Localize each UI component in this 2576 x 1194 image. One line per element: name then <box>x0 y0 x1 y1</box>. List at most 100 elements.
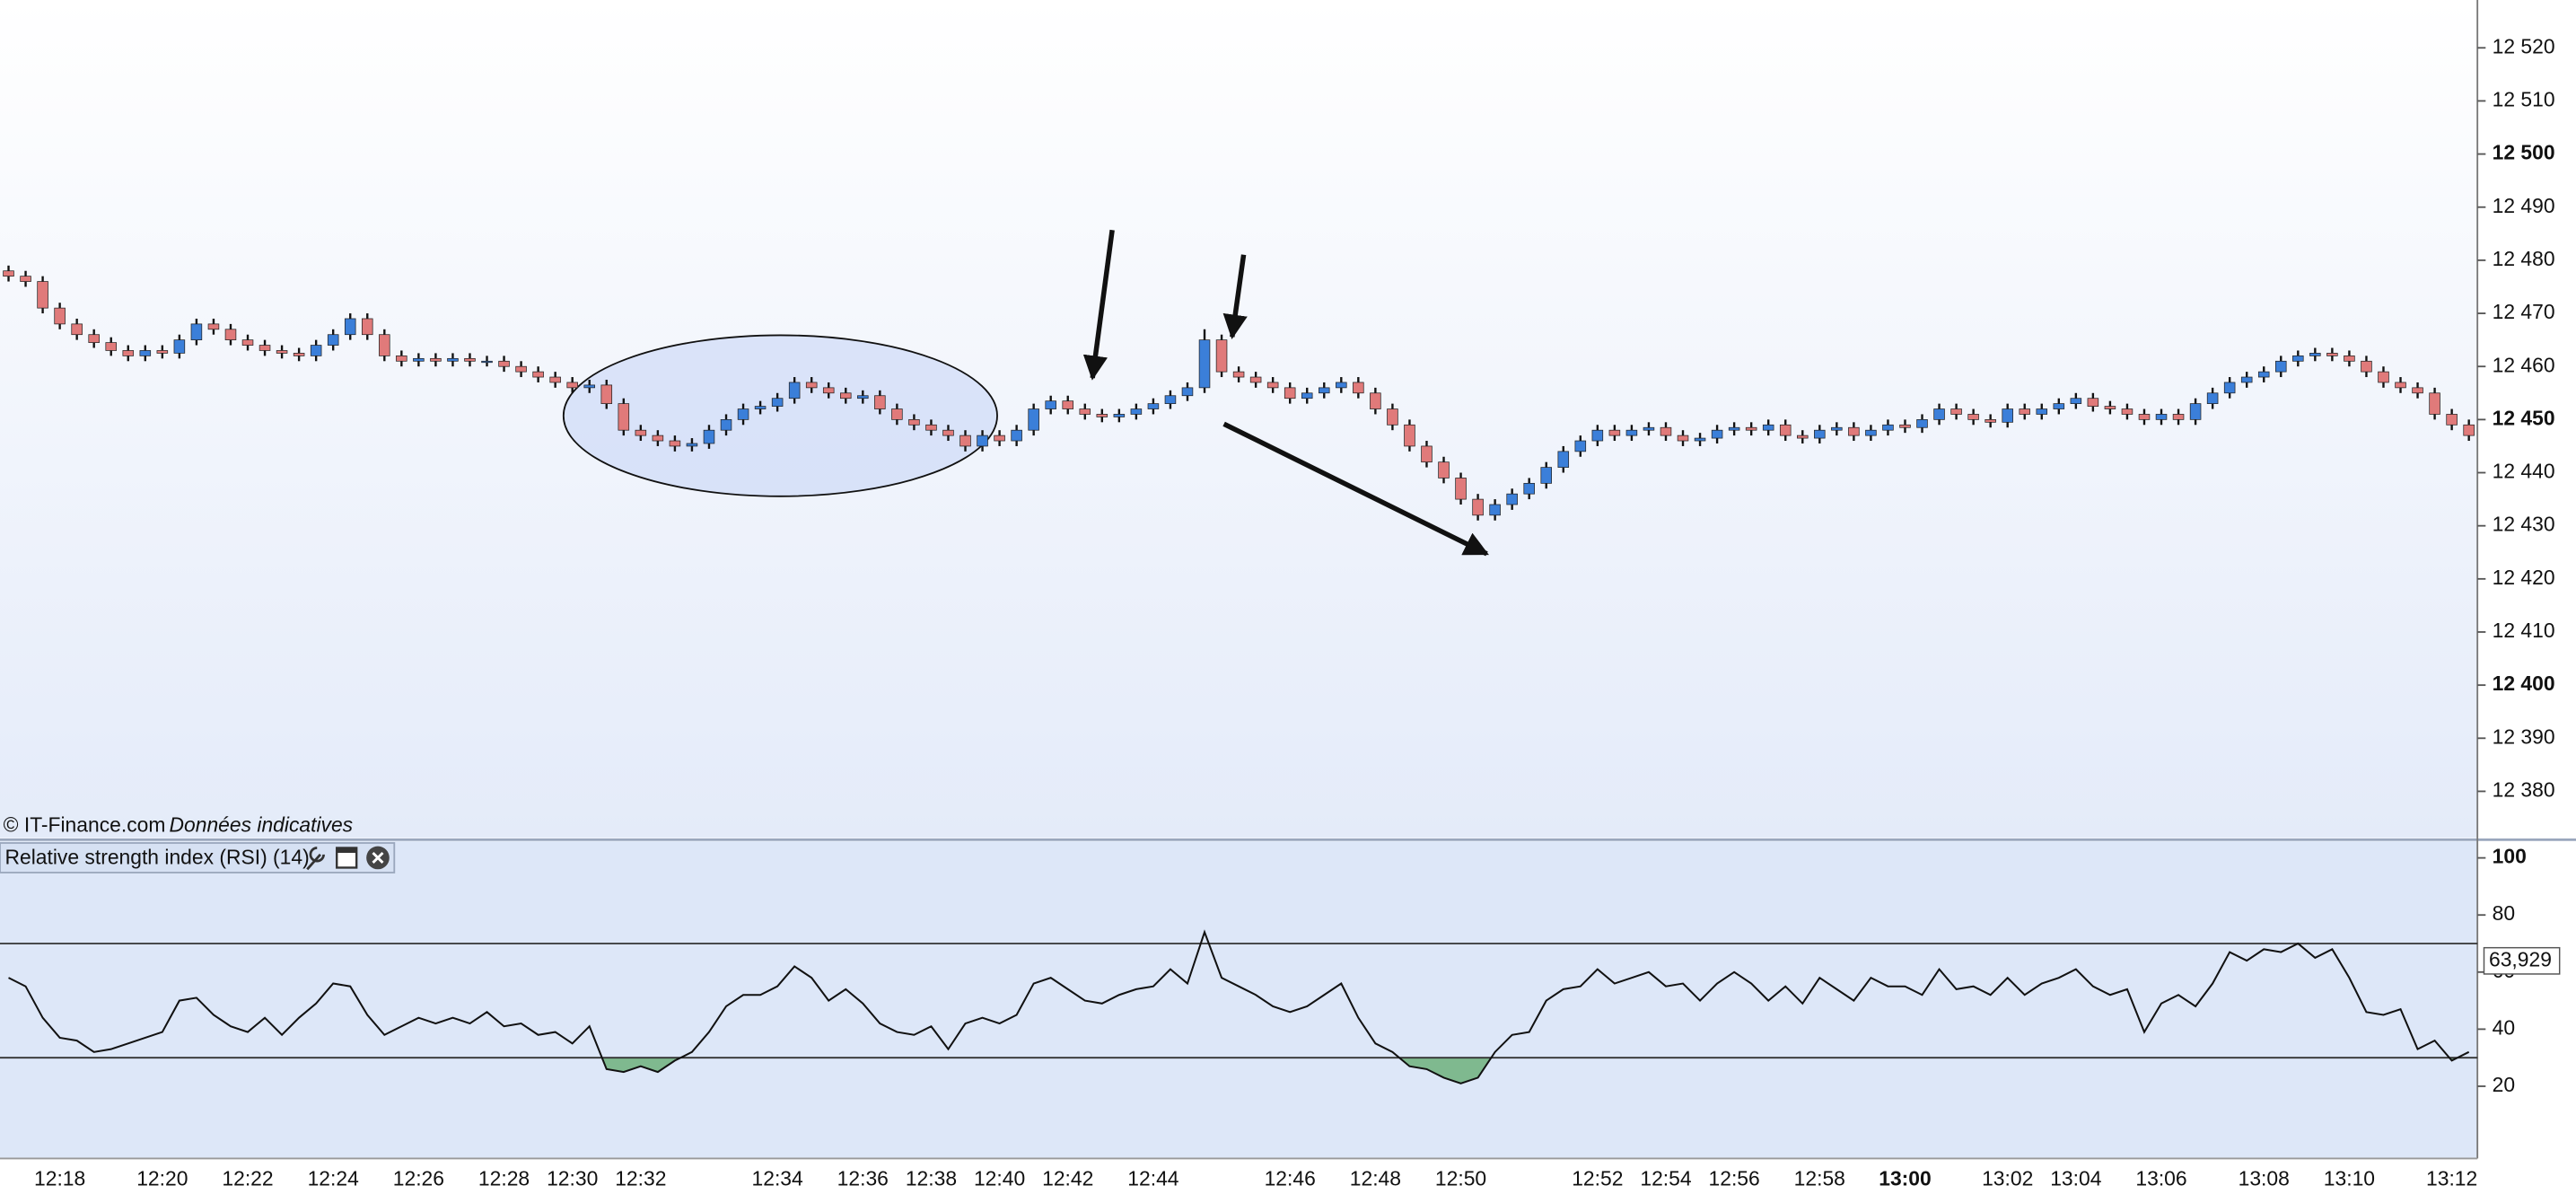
x-tick-label: 12:38 <box>906 1166 957 1190</box>
candle-body <box>2002 408 2013 423</box>
candle-body <box>1523 482 1535 495</box>
candle-body <box>2036 408 2048 415</box>
x-tick-label: 12:20 <box>136 1166 188 1190</box>
x-tick-label: 13:00 <box>1879 1166 1931 1190</box>
rsi-line <box>8 929 2470 1084</box>
x-tick-label: 12:40 <box>974 1166 1025 1190</box>
close-icon[interactable] <box>366 846 390 870</box>
candle-body <box>1370 392 1381 409</box>
candle-body <box>1797 435 1809 439</box>
candle-body <box>788 382 801 399</box>
candle-body <box>1319 387 1330 394</box>
y-tick-label: 12 440 <box>2493 460 2555 483</box>
candle-body <box>173 339 186 354</box>
candle-body <box>88 334 100 343</box>
candle-body <box>1677 435 1689 442</box>
candle-body <box>1762 424 1774 431</box>
candle-body <box>1694 437 1706 442</box>
window-icon[interactable] <box>336 847 358 869</box>
candle-body <box>618 403 630 431</box>
candle-body <box>2104 406 2116 409</box>
candle-body <box>207 323 220 330</box>
candle-body <box>2138 414 2151 420</box>
x-tick-label: 12:18 <box>34 1166 85 1190</box>
candle-body <box>959 435 971 447</box>
candle-body <box>105 342 117 351</box>
candle-body <box>2378 371 2389 383</box>
y-tick-label: 12 380 <box>2493 778 2555 802</box>
candle-body <box>1130 408 1143 415</box>
candle-body <box>464 357 476 362</box>
candle-body <box>805 382 818 389</box>
candle-body <box>224 329 237 340</box>
candle-body <box>71 323 83 336</box>
candle-body <box>2361 360 2372 373</box>
price-panel <box>0 0 2478 838</box>
candle-body <box>2240 376 2253 383</box>
candle-body <box>1728 426 1740 431</box>
candle-body <box>362 318 373 336</box>
candle-body <box>2395 382 2406 389</box>
candle-body <box>2172 414 2185 420</box>
settings-icon[interactable] <box>306 847 325 871</box>
candle-body <box>241 339 254 346</box>
candle-body <box>2326 353 2338 356</box>
candle-body <box>2463 424 2475 436</box>
x-tick-label: 13:04 <box>2050 1166 2101 1190</box>
candle-body <box>2019 408 2030 415</box>
candle-body <box>2206 392 2219 404</box>
candle-body <box>190 323 203 340</box>
y-tick-label: 12 500 <box>2493 141 2555 164</box>
y-tick-label: 12 520 <box>2493 34 2555 57</box>
candle-body <box>1933 408 1945 420</box>
candle-body <box>1608 429 1621 436</box>
candle-body <box>686 443 698 447</box>
candle-body <box>874 395 886 409</box>
x-tick-label: 12:28 <box>478 1166 530 1190</box>
y-tick-label: 12 430 <box>2493 513 2555 536</box>
candle-body <box>908 418 920 426</box>
candle-body <box>1062 400 1073 409</box>
candle-body <box>1831 426 1843 431</box>
candle-body <box>2070 398 2082 404</box>
candle-body <box>1045 400 1056 409</box>
x-tick-label: 12:42 <box>1042 1166 1093 1190</box>
candle-body <box>2155 414 2168 420</box>
candle-body <box>891 408 903 420</box>
candle-body <box>1284 387 1296 399</box>
candle-body <box>122 350 135 356</box>
candle-body <box>396 356 407 362</box>
candle-body <box>1848 426 1860 436</box>
candle-body <box>379 334 390 356</box>
x-tick-label: 13:12 <box>2426 1166 2477 1190</box>
candle-body <box>925 424 937 431</box>
candle-body <box>2053 403 2065 409</box>
candle-body <box>532 371 544 378</box>
candle-body <box>1232 371 1245 378</box>
candle-body <box>652 435 664 442</box>
candle-body <box>1472 498 1484 516</box>
candle-body <box>3 270 14 277</box>
x-tick-label: 12:34 <box>752 1166 803 1190</box>
candle-body <box>1643 426 1655 431</box>
candle-body <box>1079 408 1091 415</box>
candle-body <box>447 357 459 362</box>
candle-body <box>481 360 493 364</box>
candle-body <box>293 353 305 356</box>
candle-body <box>1353 382 1364 394</box>
marks <box>0 265 2478 1084</box>
candle-body <box>413 357 425 362</box>
candle-body <box>1899 424 1911 428</box>
y-tick-label: 20 <box>2493 1073 2515 1096</box>
x-tick-label: 12:50 <box>1435 1166 1486 1190</box>
y-tick-label: 80 <box>2493 901 2515 925</box>
x-tick-label: 13:08 <box>2239 1166 2290 1190</box>
candle-body <box>1489 504 1501 516</box>
last-value-box <box>2483 946 2561 975</box>
candle-body <box>2121 408 2134 415</box>
x-tick-label: 12:36 <box>837 1166 889 1190</box>
x-tick-label: 13:02 <box>1982 1166 2033 1190</box>
candle-body <box>156 350 169 354</box>
candle-body <box>1028 408 1039 431</box>
candle-body <box>1249 376 1262 383</box>
